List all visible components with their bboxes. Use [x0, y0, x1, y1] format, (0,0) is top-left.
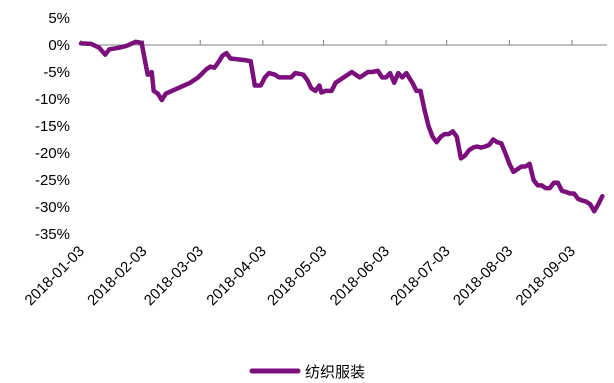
y-tick-label: -5% [43, 64, 70, 81]
x-tick-label: 2018-06-03 [327, 243, 393, 309]
y-tick-label: 0% [48, 37, 70, 54]
y-tick-label: -10% [35, 91, 70, 108]
legend: 纺织服装 [249, 363, 365, 381]
y-axis-tick-labels: 5% 0% -5% -10% -15% -20% -25% -30% -35% [35, 10, 70, 243]
x-tick-label: 2018-04-03 [203, 243, 269, 309]
y-tick-label: -25% [35, 172, 70, 189]
x-axis-tick-labels: 2018-01-032018-02-032018-03-032018-04-03… [22, 243, 579, 309]
y-tick-label: -15% [35, 118, 70, 135]
x-tick-label: 2018-03-03 [141, 243, 207, 309]
x-tick-label: 2018-09-03 [513, 243, 579, 309]
x-tick-label: 2018-08-03 [450, 243, 516, 309]
x-tick-label: 2018-05-03 [264, 243, 330, 309]
x-tick-label: 2018-07-03 [387, 243, 453, 309]
y-tick-label: -30% [35, 199, 70, 216]
legend-label: 纺织服装 [305, 363, 365, 381]
x-axis [80, 40, 607, 46]
series-line [78, 39, 605, 214]
y-tick-label: -20% [35, 145, 70, 162]
y-tick-label: 5% [48, 10, 70, 27]
x-tick-label: 2018-02-03 [84, 243, 150, 309]
y-tick-label: -35% [35, 226, 70, 243]
x-tick-label: 2018-01-03 [22, 243, 88, 309]
series-layer [78, 39, 605, 214]
